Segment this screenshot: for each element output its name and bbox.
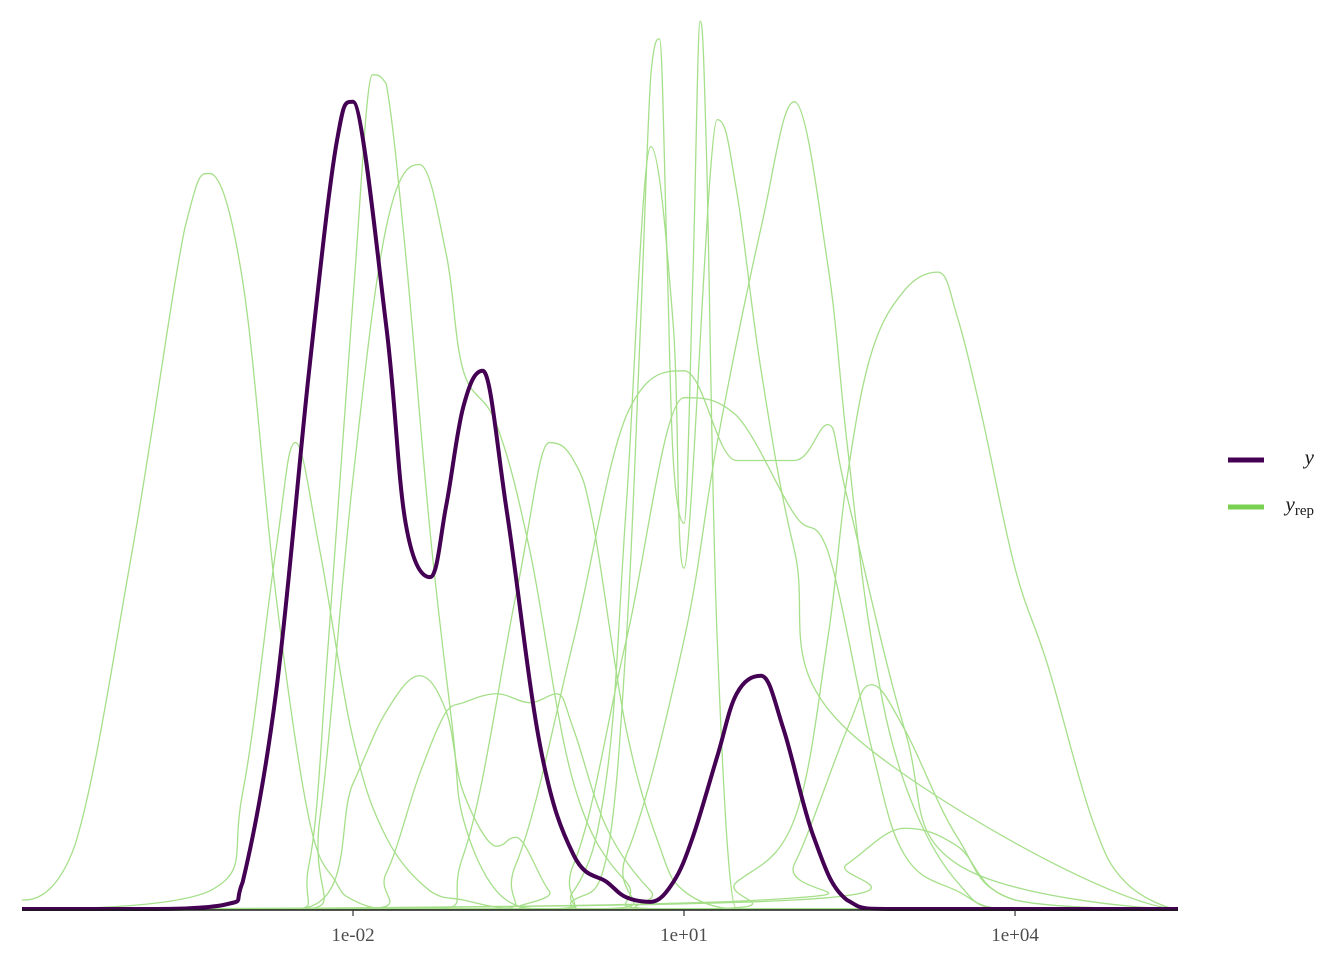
x-tick-label: 1e-02 — [331, 925, 374, 946]
x-tick-label: 1e+01 — [660, 925, 708, 946]
x-axis: 1e-02 1e+01 1e+04 — [22, 909, 1178, 946]
yrep-density-line-15 — [21, 827, 1179, 910]
legend-label-y: y — [1303, 445, 1315, 469]
y-density-line — [21, 99, 1178, 912]
yrep-density-line-9 — [21, 118, 1179, 910]
yrep-density-line-3 — [21, 74, 1178, 910]
yrep-density-line-5 — [21, 675, 1178, 910]
yrep-density-line-2 — [21, 441, 1178, 910]
yrep-density-line-13 — [21, 271, 1179, 910]
yrep-density-line-10 — [21, 370, 1179, 910]
yrep-density-line-12 — [21, 101, 1178, 910]
legend-label-yrep: yrep — [1284, 492, 1314, 519]
yrep-density-line-1 — [21, 172, 1178, 910]
legend: y yrep — [1228, 445, 1315, 519]
yrep-density-line-7 — [21, 441, 1178, 910]
plot-panel — [21, 20, 1179, 912]
yrep-density-line-4 — [21, 163, 1178, 910]
yrep-density-line-11 — [21, 397, 1178, 910]
x-tick-label: 1e+04 — [991, 925, 1039, 946]
yrep-density-line-8 — [21, 20, 1178, 910]
yrep-density-line-14 — [21, 684, 1179, 910]
